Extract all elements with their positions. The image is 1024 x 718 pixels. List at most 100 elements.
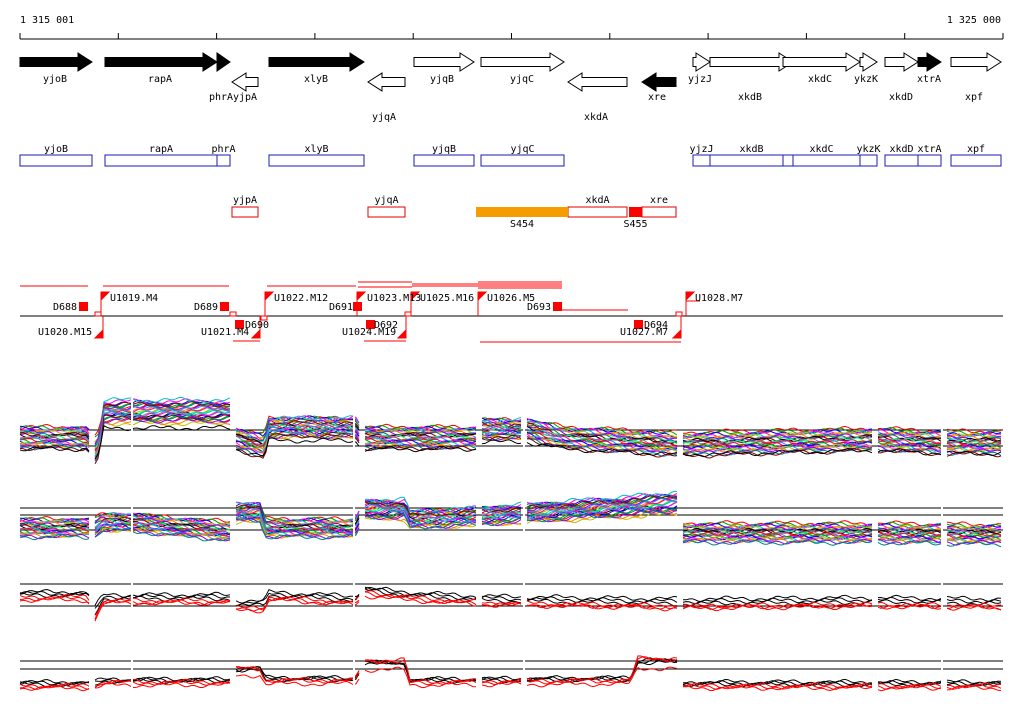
terminator-label: D692 xyxy=(374,320,398,331)
hairpin-mark xyxy=(229,311,237,317)
gene-label: ykzK xyxy=(854,74,878,85)
promoter-flag xyxy=(477,291,488,316)
gene-arrow-rapA xyxy=(104,52,218,72)
red-box-xre xyxy=(641,206,677,218)
blue-box-xkdD xyxy=(884,154,919,167)
gene-label: xpf xyxy=(965,92,983,103)
blue-box-xpf xyxy=(950,154,1002,167)
gene-arrow-ykzK xyxy=(859,52,878,72)
gene-arrow-yjqB xyxy=(413,52,475,72)
profile-line xyxy=(19,408,1002,449)
hairpin-mark xyxy=(675,311,683,317)
blue-box-yjqB xyxy=(413,154,475,167)
blue-box-ykzK xyxy=(859,154,878,167)
coordinate-axis-track: 1 315 001 1 325 000 xyxy=(19,15,1004,40)
terminator-label: D688 xyxy=(53,302,77,313)
blue-box-label: xkdD xyxy=(889,144,913,155)
blue-box-label: xpf xyxy=(967,144,985,155)
gap-mask xyxy=(353,556,355,626)
blue-box-xkdC xyxy=(782,154,861,167)
red-box-xkdA xyxy=(567,206,628,218)
gene-label: yjqB xyxy=(430,74,454,85)
red-box-yjqA xyxy=(367,206,406,218)
promoter-flag xyxy=(396,316,407,339)
expression-profile-panels xyxy=(19,396,1003,715)
tu-label: U1027.M7 xyxy=(620,327,668,338)
profile-line xyxy=(19,586,1002,609)
gap-mask xyxy=(131,645,133,715)
blue-box-label: phrA xyxy=(211,144,235,155)
gene-arrow-xkdC xyxy=(782,52,861,72)
gene-arrow-xpf xyxy=(950,52,1002,72)
gene-label: xre xyxy=(648,92,666,103)
profile-line xyxy=(19,508,1002,548)
hairpin-mark xyxy=(260,315,268,321)
gap-mask xyxy=(941,556,943,626)
gene-arrow-yjzJ xyxy=(692,52,711,72)
gene-arrow-yjqA xyxy=(367,72,406,92)
terminator-mark xyxy=(366,320,375,329)
blue-box-xlyB xyxy=(268,154,365,167)
expression-panel-2 xyxy=(19,488,1003,558)
gene-label: yjqC xyxy=(510,74,534,85)
gap-mask xyxy=(523,556,525,626)
sigma-site-S455 xyxy=(629,207,642,217)
tu-label: U1022.M12 xyxy=(274,293,328,304)
axis-end-label: 1 325 000 xyxy=(947,15,1001,26)
terminator-mark xyxy=(553,302,562,311)
gap-mask xyxy=(941,488,943,558)
axis-ticks xyxy=(19,33,1004,39)
terminator-mark xyxy=(235,320,244,329)
blue-box-label: xtrA xyxy=(917,144,941,155)
gene-label: yjzJ xyxy=(688,74,712,85)
gap-mask xyxy=(941,398,943,468)
terminator-label: D693 xyxy=(527,302,551,313)
tu-label: U1021.M4 xyxy=(201,327,249,338)
gene-label: rapA xyxy=(148,74,172,85)
sigma-site-label: S454 xyxy=(510,219,534,230)
blue-box-label: xkdC xyxy=(809,144,833,155)
terminator-label: D690 xyxy=(245,320,269,331)
terminator-label: D689 xyxy=(194,302,218,313)
blue-box-label: xlyB xyxy=(304,144,328,155)
tu-label: U1028.M7 xyxy=(695,293,743,304)
gap-mask xyxy=(353,398,355,468)
blue-box-label: yjqB xyxy=(432,144,456,155)
red-box-label: yjpA xyxy=(233,195,257,206)
transcription-unit-track: U1019.M4 U1022.M12 U1023.M13 U1025.M16 U… xyxy=(20,281,1003,343)
gene-arrow-xkdA xyxy=(567,72,628,92)
blue-box-yjqC xyxy=(480,154,565,167)
tu-label: U1025.M16 xyxy=(420,293,474,304)
red-box-label: xkdA xyxy=(585,195,609,206)
gene-label: yjoB xyxy=(43,74,67,85)
gene-label: xkdB xyxy=(738,92,762,103)
gap-mask xyxy=(523,645,525,715)
blue-box-phrA xyxy=(216,154,231,167)
hairpin-mark xyxy=(404,311,412,317)
gene-label: xkdA xyxy=(584,112,608,123)
blue-box-yjzJ xyxy=(692,154,711,167)
tu-label: U1024.M19 xyxy=(342,327,396,338)
gene-label: yjpA xyxy=(233,92,257,103)
blue-box-label: yjqC xyxy=(510,144,534,155)
sigma-site-S454 xyxy=(476,207,568,217)
hairpin-mark xyxy=(94,311,102,317)
gap-mask xyxy=(131,398,133,468)
expression-panel-1 xyxy=(19,396,1003,468)
promoter-flag xyxy=(671,316,682,339)
terminator-mark xyxy=(220,302,229,311)
gene-label: xkdD xyxy=(889,92,913,103)
promoter-flag xyxy=(264,291,275,316)
tu-label: U1019.M4 xyxy=(110,293,158,304)
gap-mask xyxy=(353,645,355,715)
promoter-flag xyxy=(100,291,111,316)
terminator-mark xyxy=(634,320,643,329)
sigma-site-label: S455 xyxy=(623,219,647,230)
red-box-yjpA xyxy=(231,206,259,218)
profile-line xyxy=(19,666,1002,692)
blue-box-xkdB xyxy=(709,154,794,167)
gene-annotation-track: yjoB rapA phrA yjpA xlyB yjqA yjqB yjqC xkdA xre y… xyxy=(19,52,1002,123)
gene-arrow-yjqC xyxy=(480,52,565,72)
